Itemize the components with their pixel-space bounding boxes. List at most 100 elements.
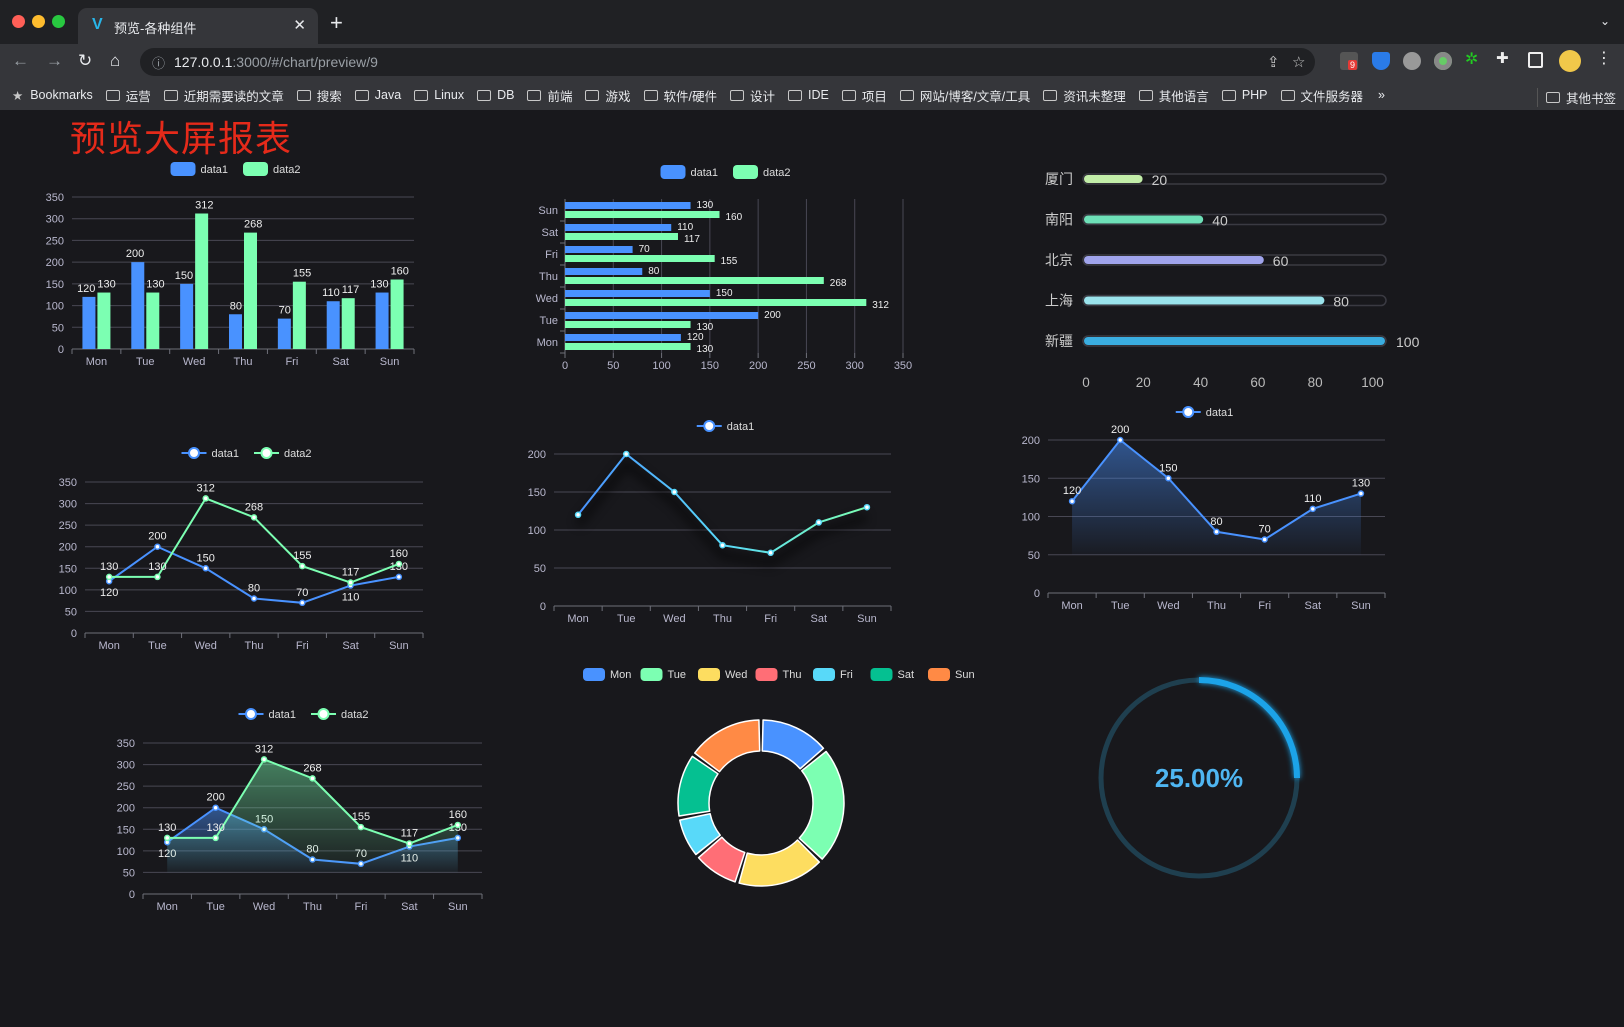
point-value-label: 200 [148,531,166,543]
command-extension-icon[interactable] [1403,52,1421,70]
legend-marker-icon [188,447,200,459]
bar-data2 [244,232,257,349]
bookmark-folder[interactable]: DB [477,86,514,105]
donut-slice-Tue[interactable] [798,750,845,860]
legend-item-data2[interactable]: data2 [733,165,791,179]
progress-value-label: 40 [1212,213,1228,229]
bookmark-label: 资讯未整理 [1063,89,1126,104]
share-icon[interactable]: ⇪ [1267,54,1280,71]
bookmark-folder[interactable]: 网站/博客/文章/工具 [899,86,1030,105]
site-info-icon[interactable]: ⓘ [152,56,166,71]
data-point [622,450,630,458]
legend-item-data1[interactable]: data1 [660,165,719,179]
bookmarks-bar: ★ Bookmarks 运营 近期需要读的文章 搜索 Java Linux DB 前端 游戏 软件… [0,80,1624,110]
legend-item-data2[interactable]: data2 [243,162,301,176]
legend-swatch-icon [583,668,605,681]
x-tick-label: Thu [713,613,732,625]
bookmark-folder[interactable]: 资讯未整理 [1043,86,1126,105]
x-tick-label: Wed [183,356,205,368]
bookmark-folder[interactable]: 设计 [729,86,775,105]
data-point [767,549,774,557]
maximize-window-button[interactable] [52,15,65,28]
x-tick-label: Fri [285,356,298,368]
minimize-window-button[interactable] [32,15,45,28]
legend-item-data2[interactable]: data2 [311,708,369,721]
bookmark-list: 运营 近期需要读的文章 搜索 Java Linux DB 前端 游戏 软件/硬件 设计 IDE 项目 网… [105,86,1376,105]
bookmarks-button[interactable]: ★ Bookmarks [12,88,93,103]
legend-item-Sat[interactable]: Sat [870,668,915,681]
x-tick-label: Mon [86,356,107,368]
reload-icon[interactable]: ↻ [78,51,93,70]
extensions-puzzle-icon[interactable]: ✚ [1496,50,1509,67]
bookmark-folder[interactable]: PHP [1221,86,1268,105]
address-bar[interactable]: ⓘ 127.0.0.1:3000/#/chart/preview/9 ⇪ ☆ [140,48,1315,76]
side-panel-icon[interactable] [1528,52,1543,68]
bookmark-folder[interactable]: 游戏 [585,86,631,105]
legend-item-Thu[interactable]: Thu [755,668,802,681]
legend-item-Sun[interactable]: Sun [928,668,975,681]
bookmark-star-icon[interactable]: ☆ [1292,54,1306,71]
bar-value-label: 155 [293,268,311,280]
y-tick-label: 300 [117,760,135,772]
legend-item-Mon[interactable]: Mon [583,668,631,681]
folder-icon [477,89,492,101]
legend-item-data1[interactable]: data1 [170,162,229,176]
gem-extension-icon[interactable] [1372,52,1390,70]
bar-data1 [180,283,194,349]
new-tab-button[interactable]: + [330,10,343,35]
bookmark-folder[interactable]: Linux [414,86,464,105]
extension-icon[interactable]: 9 [1340,52,1358,70]
donut-slice-Wed[interactable] [738,839,821,887]
menu-kebab-icon[interactable]: ⋮ [1596,50,1612,67]
bookmark-folder[interactable]: 搜索 [296,86,342,105]
legend-swatch-icon [928,668,950,681]
donut-slice-Fri[interactable] [679,812,721,856]
more-bookmarks-button[interactable]: » [1378,88,1385,102]
profile-avatar[interactable] [1559,50,1581,72]
back-icon[interactable]: ← [12,51,29,70]
donut-slice-Sat[interactable] [677,755,719,817]
close-tab-icon[interactable]: ✕ [293,17,306,34]
bookmark-folder[interactable]: IDE [788,86,829,105]
bookmark-folder[interactable]: 近期需要读的文章 [163,86,284,105]
bookmark-folder[interactable]: 前端 [527,86,572,105]
browser-tab[interactable]: V 预览-各种组件 ✕ [78,8,318,44]
bookmark-label: DB [497,88,515,102]
bar-value-label: 160 [391,266,409,278]
legend-item-data1[interactable]: data1 [1175,406,1234,419]
tab-search-chevron-icon[interactable]: ⌄ [1599,14,1610,28]
legend-item-data1[interactable]: data1 [238,708,297,721]
legend-item-data1[interactable]: data1 [181,447,240,460]
legend-item-data2[interactable]: data2 [254,447,312,460]
donut-slice-Mon[interactable] [761,719,825,770]
legend-swatch-icon [755,668,778,681]
gauge-value-label: 25.00% [1155,763,1243,793]
home-icon[interactable]: ⌂ [110,51,121,70]
bar-value-label: 120 [77,283,95,295]
bookmark-folder[interactable]: 软件/硬件 [643,86,717,105]
progress-track [1082,173,1387,185]
bookmark-folder[interactable]: 文件服务器 [1280,86,1363,105]
legend-item-Tue[interactable]: Tue [640,668,687,681]
forward-icon[interactable]: → [46,51,63,70]
legend-item-Wed[interactable]: Wed [698,668,747,681]
folder-icon [527,89,542,101]
bookmark-folder[interactable]: 项目 [841,86,887,105]
donut-slice-Thu[interactable] [697,836,746,883]
progress-value-label: 20 [1152,172,1168,188]
green-dot-extension-icon[interactable] [1434,52,1452,70]
bookmark-folder[interactable]: Java [354,86,401,105]
legend-item-data1[interactable]: data1 [696,420,755,433]
close-window-button[interactable] [12,15,25,28]
other-bookmarks-folder[interactable]: 其他书签 [1536,88,1616,107]
donut-slice-Sun[interactable] [693,719,761,773]
bar-data2 [146,292,160,349]
star-extension-icon[interactable]: ✲ [1465,51,1479,68]
legend-item-Fri[interactable]: Fri [813,668,853,681]
line-shadow [574,458,869,567]
bookmark-folder[interactable]: 其他语言 [1138,86,1209,105]
bar-value-label: 130 [697,322,714,333]
bookmark-folder[interactable]: 运营 [105,86,151,105]
x-tick-label: 100 [652,360,670,372]
point-value-label: 150 [1159,462,1177,474]
